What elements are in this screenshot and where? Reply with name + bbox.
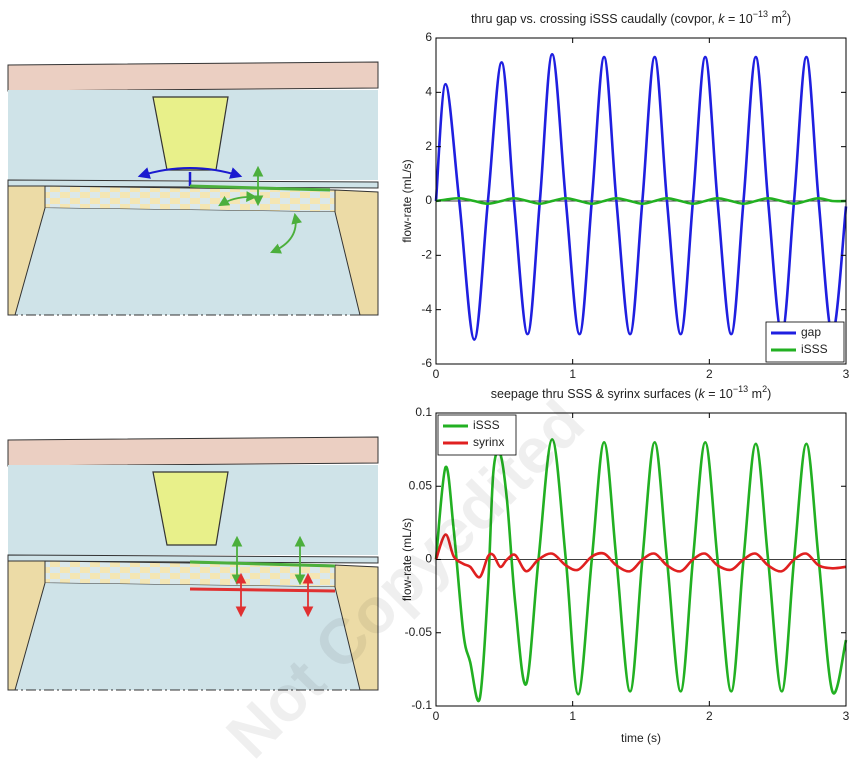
series-line — [435, 196, 847, 206]
chart: -6 -4 -2 0 2 4 6 0 1 2 3 thru gap vs. crossing iSSS… — [400, 9, 849, 381]
legend-label: iSSS — [801, 342, 828, 356]
legend: iSSS syrinx — [437, 414, 517, 456]
y-tick-label: -0.05 — [405, 625, 433, 639]
diagram-bottom — [7, 436, 379, 691]
y-tick-label: 0.1 — [415, 405, 432, 419]
y-tick-label: 4 — [425, 85, 432, 99]
y-axis-label: flow-rate (mL/s) — [400, 159, 414, 242]
y-tick-label: -2 — [421, 248, 432, 262]
title-part: k — [718, 12, 725, 26]
chart: -0.1 -0.05 0 0.05 0.1 0 1 2 3 seepage thru SSS & … — [400, 384, 849, 745]
y-tick-label: -6 — [421, 356, 432, 370]
x-tick-label: 0 — [433, 709, 440, 723]
y-axis-label: flow-rate (mL/s) — [400, 518, 414, 601]
title-part: k — [698, 387, 705, 401]
y-tick-label: -4 — [421, 302, 432, 316]
series-line — [434, 533, 847, 579]
legend: gap iSSS — [765, 321, 845, 363]
legend-label: iSSS — [473, 418, 500, 432]
title-part: 2 — [782, 9, 787, 19]
title-part: −13 — [733, 384, 748, 394]
x-tick-label: 0 — [433, 367, 440, 381]
title-part: −13 — [753, 9, 768, 19]
title-part: thru gap vs. crossing iSSS caudally (cov… — [471, 12, 718, 26]
x-tick-label: 1 — [569, 367, 576, 381]
x-tick-label: 2 — [706, 709, 713, 723]
y-tick-label: 6 — [425, 30, 432, 44]
y-tick-label: 2 — [425, 139, 432, 153]
y-tick-label: 0 — [425, 552, 432, 566]
title-part: m — [748, 387, 762, 401]
chart-title: thru gap vs. crossing iSSS caudally (cov… — [471, 9, 791, 26]
title-part: m — [768, 12, 782, 26]
x-axis-label: time (s) — [621, 731, 661, 745]
chart-title: seepage thru SSS & syrinx surfaces (k = … — [491, 384, 772, 401]
x-tick-label: 3 — [843, 367, 850, 381]
legend-label: gap — [801, 325, 821, 339]
title-part: = 10 — [725, 12, 753, 26]
diagram-top — [7, 61, 379, 316]
title-part: ) — [787, 12, 791, 26]
x-tick-label: 3 — [843, 709, 850, 723]
legend-box — [765, 321, 845, 363]
y-tick-label: 0 — [425, 193, 432, 207]
charts: -6 -4 -2 0 2 4 6 0 1 2 3 thru gap vs. crossing iSSS… — [400, 9, 849, 745]
title-part: ) — [767, 387, 771, 401]
y-tick-label: 0.05 — [409, 478, 433, 492]
series-line — [434, 52, 848, 341]
x-tick-label: 1 — [569, 709, 576, 723]
legend-label: syrinx — [473, 435, 504, 449]
legend-box — [437, 414, 517, 456]
x-tick-label: 2 — [706, 367, 713, 381]
title-part: 2 — [762, 384, 767, 394]
y-tick-label: -0.1 — [411, 698, 432, 712]
title-part: seepage thru SSS & syrinx surfaces ( — [491, 387, 700, 401]
series-line — [434, 438, 848, 703]
title-part: = 10 — [705, 387, 733, 401]
